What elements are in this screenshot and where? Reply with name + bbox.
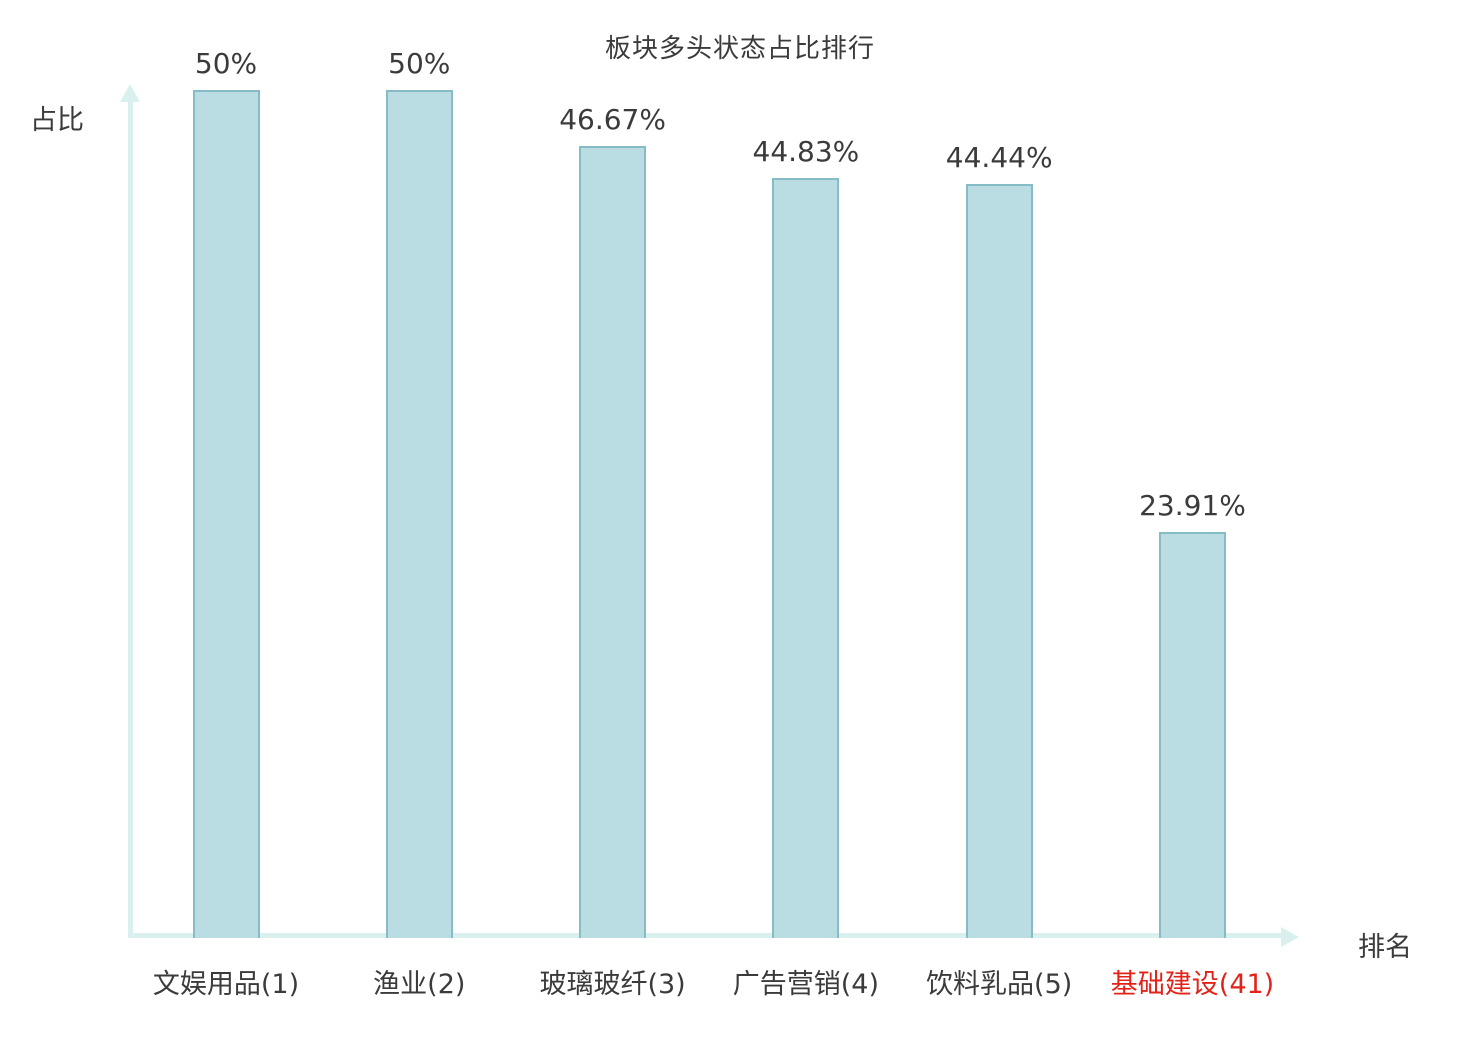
bar-group: 46.67%	[513, 103, 713, 938]
bar	[965, 184, 1033, 938]
category-axis: 文娱用品(1) 渔业(2) 玻璃玻纤(3) 广告营销(4) 饮料乳品(5) 基础建设(41…	[130, 962, 1380, 1007]
category-label: 文娱用品(1)	[152, 969, 300, 1000]
bar-group: 50%	[319, 47, 519, 938]
y-axis-arrow-icon	[120, 84, 140, 102]
category-label: 广告营销(4)	[732, 969, 880, 1000]
bar-value-label: 44.44%	[945, 141, 1053, 174]
bar	[385, 90, 453, 938]
y-axis-line	[128, 100, 133, 938]
bar-group: 44.44%	[899, 141, 1099, 938]
category-label: 基础建设(41)	[1110, 969, 1275, 1000]
x-axis-label: 排名	[1358, 932, 1412, 963]
category-label: 饮料乳品(5)	[926, 969, 1073, 1000]
bar	[579, 146, 647, 938]
bar-group: 23.91%	[1093, 489, 1293, 938]
bar	[192, 90, 260, 938]
bar	[772, 178, 840, 938]
bar-value-label: 50%	[194, 47, 258, 80]
bar-group: 50%	[126, 47, 326, 938]
plot-area: 50% 50% 46.67% 44.83% 44.44% 23.91%	[130, 47, 1293, 938]
bar-value-label: 23.91%	[1139, 489, 1246, 522]
bar	[1159, 532, 1226, 938]
x-axis-line	[128, 933, 1283, 938]
category-label: 渔业(2)	[373, 969, 466, 1000]
bar-value-label: 44.83%	[752, 135, 860, 168]
chart-title: 板块多头状态占比排行	[604, 34, 875, 64]
bar-value-label: 50%	[388, 47, 451, 80]
bar-value-label: 46.67%	[559, 103, 666, 136]
y-axis-label: 占比	[30, 105, 84, 136]
bar-group: 44.83%	[706, 135, 906, 938]
category-label: 玻璃玻纤(3)	[539, 969, 686, 1000]
x-axis-arrow-icon	[1281, 927, 1299, 947]
